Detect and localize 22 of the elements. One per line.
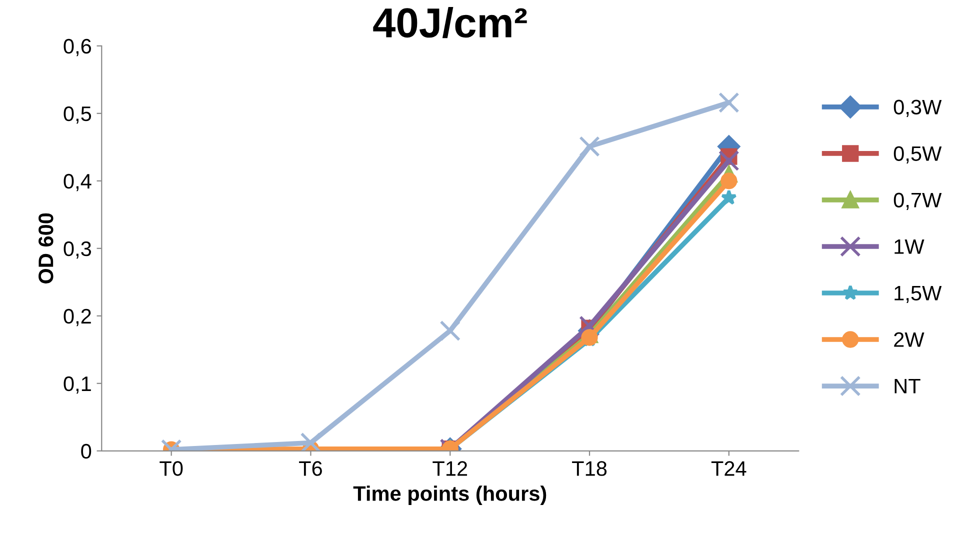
legend-label: NT bbox=[894, 378, 920, 394]
x-tick-label: T0 bbox=[160, 461, 183, 476]
x-tick-label: T18 bbox=[572, 461, 607, 476]
x-tick-label: T24 bbox=[711, 461, 746, 476]
y-tick-label: 0,6 bbox=[64, 38, 92, 56]
legend-label: 1,5W bbox=[894, 286, 942, 303]
x-tick-label: T6 bbox=[299, 461, 322, 476]
legend-label: 0,3W bbox=[894, 100, 942, 117]
y-axis-title: OD 600 bbox=[38, 213, 54, 284]
y-tick-label: 0,1 bbox=[64, 376, 91, 394]
y-tick-label: 0,3 bbox=[64, 241, 92, 259]
legend-label: 0,5W bbox=[894, 146, 942, 164]
y-tick-label: 0,2 bbox=[64, 308, 91, 326]
x-axis-title: Time points (hours) bbox=[353, 486, 546, 506]
legend-label: 0,7W bbox=[894, 192, 942, 210]
y-tick-label: 0 bbox=[81, 444, 92, 459]
y-tick-label: 0,5 bbox=[64, 106, 92, 124]
legend-label: 1W bbox=[894, 239, 924, 254]
chart-title: 40J/cm² bbox=[373, 7, 527, 38]
x-tick-label: T12 bbox=[432, 461, 468, 476]
y-tick-label: 0,4 bbox=[64, 174, 92, 192]
legend-label: 2W bbox=[894, 332, 924, 347]
